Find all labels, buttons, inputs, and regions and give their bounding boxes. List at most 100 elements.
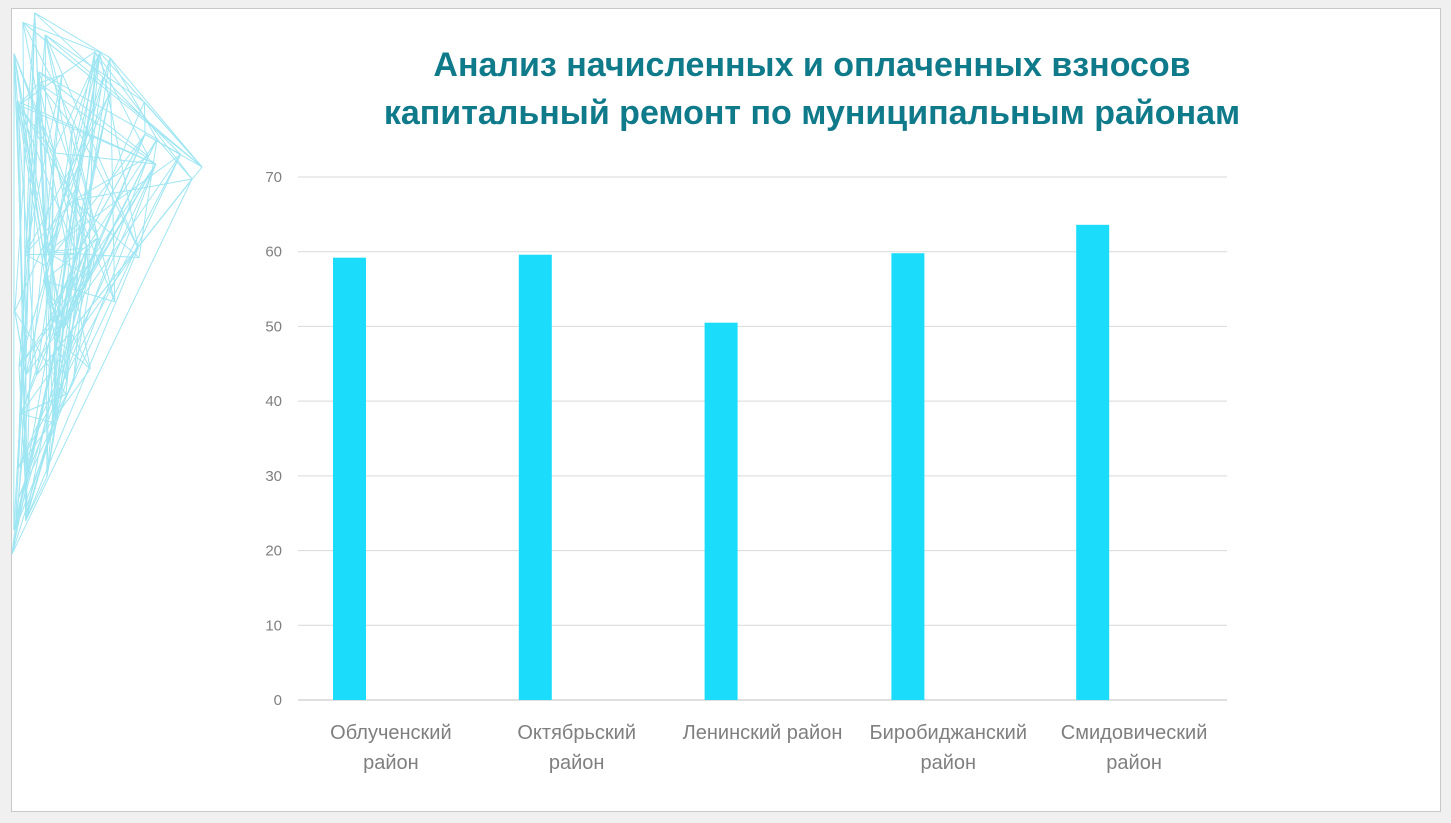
bar <box>333 257 366 700</box>
decor-line <box>156 138 193 180</box>
y-tick-label: 60 <box>265 244 282 261</box>
y-axis-ticks: 0 10 20 30 40 50 60 70 <box>265 169 282 709</box>
y-tick-label: 70 <box>265 169 282 186</box>
bar <box>891 253 925 701</box>
x-category-label: Ленинский район <box>683 722 843 744</box>
decor-line <box>46 77 104 253</box>
y-tick-label: 50 <box>265 318 282 335</box>
decor-line <box>12 497 20 555</box>
x-category-label: Смидовический <box>1061 722 1208 744</box>
decor-line <box>14 152 54 530</box>
decor-line <box>52 185 78 423</box>
decor-line <box>16 100 156 165</box>
decor-line <box>18 156 149 498</box>
x-category-label: район <box>549 752 605 774</box>
decor-line <box>54 337 91 370</box>
decor-line <box>22 22 91 369</box>
y-tick-label: 0 <box>274 692 282 709</box>
decor-line <box>20 247 139 415</box>
bars <box>333 224 1110 701</box>
decor-line <box>18 104 65 330</box>
decor-line <box>14 12 36 312</box>
decor-line <box>72 237 99 383</box>
decor-line <box>17 163 157 469</box>
x-category-label: Биробиджанский <box>870 722 1027 744</box>
slide: Анализ начисленных и оплаченных взносов … <box>11 8 1441 812</box>
decor-line <box>138 138 158 258</box>
decor-line <box>34 12 104 78</box>
decor-line <box>13 53 65 330</box>
decor-line <box>26 422 54 515</box>
decor-line <box>54 154 182 338</box>
decor-line <box>44 34 203 168</box>
x-axis-labels: Облученский район Октябрьский район Ленински… <box>330 722 1207 774</box>
decor-line <box>13 53 88 249</box>
chart-title-line-1: Анализ начисленных и оплаченных взносов <box>433 46 1191 84</box>
decor-line <box>12 178 193 555</box>
decor-line <box>86 138 158 249</box>
decor-line <box>109 57 203 168</box>
decor-line <box>14 311 27 376</box>
decor-line <box>18 154 182 498</box>
decor-line <box>46 328 62 477</box>
decor-line <box>22 22 139 249</box>
decor-line <box>99 52 203 168</box>
decor-line <box>72 52 101 127</box>
decor-line <box>22 21 203 168</box>
y-tick-label: 10 <box>265 617 282 634</box>
decor-line <box>12 52 101 555</box>
decor-line <box>109 57 158 140</box>
decor-line <box>17 154 182 469</box>
decor-line <box>94 51 193 180</box>
bar-chart: 0 10 20 30 40 50 60 70 Облученский район Октябрьс… <box>265 169 1227 774</box>
decor-line <box>46 152 54 477</box>
bar <box>518 254 552 700</box>
decor-line <box>52 74 63 153</box>
decor-line <box>102 76 181 155</box>
decor-line <box>24 71 40 255</box>
decor-line <box>13 53 27 376</box>
decor-line <box>20 393 67 415</box>
decor-line <box>63 138 158 330</box>
decor-line <box>144 133 203 168</box>
y-tick-label: 20 <box>265 543 282 560</box>
decor-line <box>25 247 139 522</box>
y-tick-label: 40 <box>265 393 282 410</box>
decor-line <box>43 280 91 370</box>
decor-line <box>13 53 46 266</box>
decor-line <box>45 34 145 103</box>
decor-line <box>45 133 146 266</box>
wireframe-decoration <box>12 12 203 555</box>
x-category-label: Облученский <box>330 722 451 744</box>
decor-line <box>60 163 157 329</box>
x-category-label: район <box>1106 752 1162 774</box>
decor-line <box>13 53 116 302</box>
x-category-label: Октябрьский <box>517 722 636 744</box>
decor-line <box>60 126 74 329</box>
decor-line <box>60 134 146 329</box>
decor-line <box>36 178 193 376</box>
decor-line <box>34 12 111 59</box>
bar <box>1076 224 1110 700</box>
x-category-label: район <box>921 752 977 774</box>
decor-line <box>16 100 55 338</box>
decor-line <box>22 21 100 53</box>
decor-line <box>44 34 116 302</box>
y-tick-label: 30 <box>265 468 282 485</box>
decor-line <box>25 92 111 521</box>
decor-line <box>24 200 74 255</box>
chart-title: Анализ начисленных и оплаченных взносов … <box>312 41 1312 137</box>
x-category-label: район <box>363 752 419 774</box>
decor-line <box>44 34 139 249</box>
decor-line <box>38 83 78 255</box>
decor-line <box>44 34 89 251</box>
decor-line <box>17 254 26 469</box>
chart-title-line-2: капитальный ремонт по муниципальным райо… <box>383 94 1241 132</box>
decor-line <box>25 327 62 376</box>
decor-line <box>94 51 149 157</box>
decor-line <box>109 57 116 302</box>
bar <box>704 322 738 700</box>
grid-lines <box>298 176 1227 701</box>
decor-line <box>53 247 88 338</box>
decor-line <box>63 77 104 330</box>
